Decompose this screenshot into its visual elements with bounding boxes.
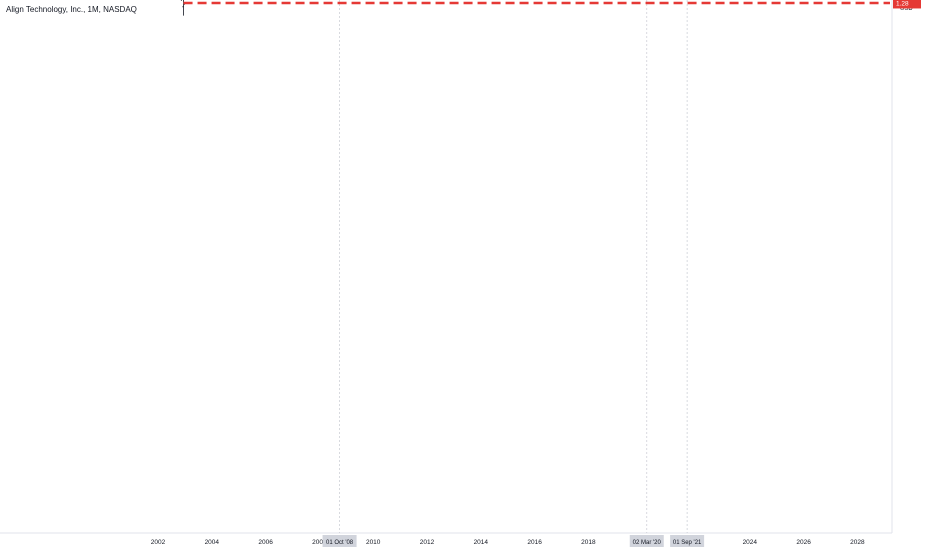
x-tick-label: 2024	[743, 539, 758, 546]
currency-label: USD	[900, 6, 913, 12]
x-tick-label: 2012	[420, 539, 435, 546]
x-tick-label: 2008	[312, 539, 327, 546]
x-tick-label: 2028	[850, 539, 865, 546]
date-tag-bg	[322, 535, 357, 547]
level-price-tag	[893, 0, 921, 9]
level-price-label: 1.28	[896, 0, 909, 7]
chart-title: Align Technology, Inc., 1M, NASDAQ	[6, 5, 137, 14]
x-tick-label: 2018	[581, 539, 596, 546]
x-tick-label: 2010	[366, 539, 381, 546]
date-tag-label: 01 Oct '08	[326, 540, 354, 546]
x-tick-label: 2002	[151, 539, 166, 546]
x-tick-label: 2026	[796, 539, 811, 546]
date-tag-label: 01 Sep '21	[673, 540, 702, 546]
x-tick-label: 2004	[205, 539, 220, 546]
x-tick-label: 2016	[527, 539, 542, 546]
x-tick-label: 2006	[258, 539, 273, 546]
date-tag-bg	[670, 535, 705, 547]
date-tag-label: 02 Mar '20	[633, 540, 662, 546]
date-tag-bg	[629, 535, 664, 547]
x-tick-label: 2014	[474, 539, 489, 546]
